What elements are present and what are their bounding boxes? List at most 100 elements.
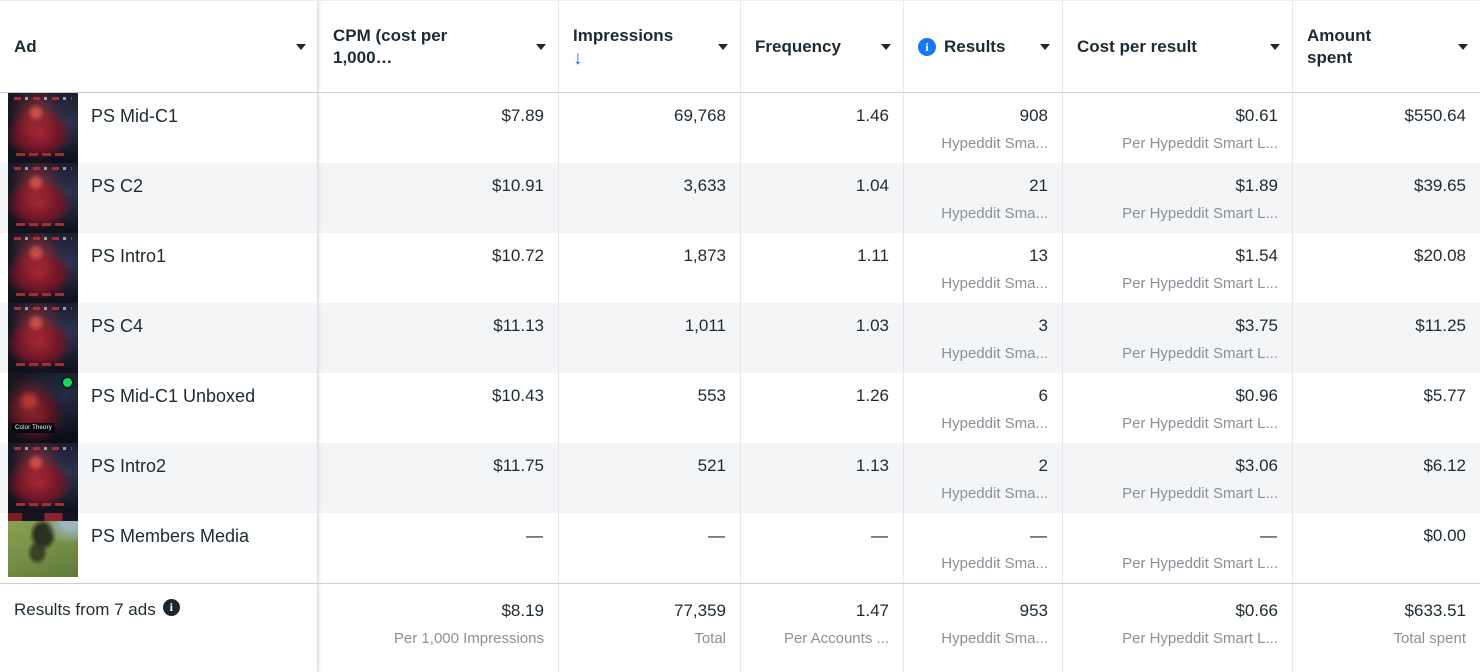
chevron-down-icon[interactable] xyxy=(1458,43,1468,50)
impressions-cell: 1,011 xyxy=(558,303,740,373)
chevron-down-icon[interactable] xyxy=(1270,43,1280,50)
frequency-value: 1.04 xyxy=(855,176,889,195)
table-row[interactable]: PS Intro2 $11.75 521 1.13 2 Hypeddit Sma.… xyxy=(0,443,1480,513)
impressions-total-cell: 77,359 Total xyxy=(558,584,740,672)
cpm-total-value: $8.19 xyxy=(501,601,544,620)
results-sub-label: Hypeddit Sma... xyxy=(941,275,1048,292)
spent-value: $11.25 xyxy=(1415,316,1466,335)
results-sub-label: Hypeddit Sma... xyxy=(941,485,1048,502)
results-value: 21 xyxy=(1029,176,1048,195)
ad-name[interactable]: PS Mid-C1 Unboxed xyxy=(91,386,256,406)
ad-thumbnail xyxy=(8,443,78,513)
amount-spent-cell: $0.00 xyxy=(1292,513,1480,583)
cost-value: — xyxy=(1260,526,1278,545)
ad-thumbnail xyxy=(8,303,78,373)
table-row[interactable]: PS C2 $10.91 3,633 1.04 21 Hypeddit Sma..… xyxy=(0,163,1480,233)
ad-cell: PS C2 xyxy=(0,163,318,233)
cpm-value: $7.89 xyxy=(501,106,544,125)
table-row[interactable]: PS Intro1 $10.72 1,873 1.11 13 Hypeddit S… xyxy=(0,233,1480,303)
chevron-down-icon[interactable] xyxy=(718,43,728,50)
results-value: 908 xyxy=(1019,106,1048,125)
column-header-cpm[interactable]: CPM (cost per 1,000… xyxy=(318,1,558,92)
spent-value: $6.12 xyxy=(1423,456,1466,475)
results-cell: 21 Hypeddit Sma... xyxy=(903,163,1062,233)
column-header-frequency[interactable]: Frequency xyxy=(740,1,903,92)
chevron-down-icon[interactable] xyxy=(1040,43,1050,50)
cost-per-result-cell: $1.89 Per Hypeddit Smart L... xyxy=(1062,163,1292,233)
impressions-cell: 521 xyxy=(558,443,740,513)
cost-total-cell: $0.66 Per Hypeddit Smart L... xyxy=(1062,584,1292,672)
cpm-cell: — xyxy=(318,513,558,583)
table-row[interactable]: PS Mid-C1 $7.89 69,768 1.46 908 Hypeddit … xyxy=(0,93,1480,163)
impressions-cell: 3,633 xyxy=(558,163,740,233)
results-value: — xyxy=(1030,526,1048,545)
ad-name[interactable]: PS Members Media xyxy=(91,526,250,546)
info-icon[interactable]: i xyxy=(918,37,936,56)
cpm-cell: $7.89 xyxy=(318,93,558,163)
amount-spent-cell: $11.25 xyxy=(1292,303,1480,373)
column-header-amount-spent[interactable]: Amount spent xyxy=(1292,1,1480,92)
table-row[interactable]: Color Theory PS Mid-C1 Unboxed $10.43 55… xyxy=(0,373,1480,443)
cost-value: $1.89 xyxy=(1235,176,1278,195)
column-header-cost-per-result[interactable]: Cost per result xyxy=(1062,1,1292,92)
frequency-value: 1.03 xyxy=(855,316,889,335)
cpm-cell: $10.43 xyxy=(318,373,558,443)
ad-thumbnail: Color Theory xyxy=(8,373,78,443)
frequency-cell: 1.03 xyxy=(740,303,903,373)
amount-spent-cell: $5.77 xyxy=(1292,373,1480,443)
spent-value: $39.65 xyxy=(1414,176,1466,195)
impressions-value: 1,873 xyxy=(683,246,726,265)
chevron-down-icon[interactable] xyxy=(296,43,306,50)
ad-name[interactable]: PS C2 xyxy=(91,176,144,196)
info-icon[interactable]: i xyxy=(162,599,180,616)
cpm-value: $11.13 xyxy=(493,316,544,335)
impressions-value: — xyxy=(708,526,726,545)
cpm-value: $10.91 xyxy=(492,176,544,195)
impressions-cell: — xyxy=(558,513,740,583)
column-label-frequency: Frequency xyxy=(755,36,841,56)
spent-total-sub: Total spent xyxy=(1393,630,1466,647)
frequency-total-cell: 1.47 Per Accounts ... xyxy=(740,584,903,672)
frequency-value: 1.11 xyxy=(857,246,889,265)
chevron-down-icon[interactable] xyxy=(881,43,891,50)
ad-name[interactable]: PS C4 xyxy=(91,316,144,336)
results-sub-label: Hypeddit Sma... xyxy=(941,345,1048,362)
amount-spent-cell: $20.08 xyxy=(1292,233,1480,303)
cost-sub-label: Per Hypeddit Smart L... xyxy=(1122,135,1278,152)
frequency-value: — xyxy=(871,526,889,545)
column-header-impressions[interactable]: Impressions ↓ xyxy=(558,1,740,92)
spent-value: $5.77 xyxy=(1423,386,1466,405)
frequency-cell: 1.04 xyxy=(740,163,903,233)
cpm-value: $10.72 xyxy=(492,246,544,265)
table-footer: Results from 7 ads i $8.19 Per 1,000 Imp… xyxy=(0,583,1480,672)
ad-thumbnail xyxy=(8,233,78,303)
column-header-ad[interactable]: Ad xyxy=(0,1,318,92)
spent-value: $20.08 xyxy=(1414,246,1466,265)
ad-name[interactable]: PS Intro1 xyxy=(91,246,167,266)
impressions-header-block: Impressions ↓ xyxy=(573,25,673,69)
table-row[interactable]: PS C4 $11.13 1,011 1.03 3 Hypeddit Sma...… xyxy=(0,303,1480,373)
results-value: 6 xyxy=(1038,386,1048,405)
spent-value: $550.64 xyxy=(1404,106,1466,125)
impressions-total-value: 77,359 xyxy=(674,601,726,620)
results-sub-label: Hypeddit Sma... xyxy=(941,415,1048,432)
amount-spent-cell: $39.65 xyxy=(1292,163,1480,233)
cost-total-sub: Per Hypeddit Smart L... xyxy=(1122,630,1278,647)
frequency-value: 1.46 xyxy=(855,106,889,125)
cost-value: $1.54 xyxy=(1235,246,1278,265)
column-header-results[interactable]: i Results xyxy=(903,1,1062,92)
cost-per-result-cell: $0.61 Per Hypeddit Smart L... xyxy=(1062,93,1292,163)
ad-name[interactable]: PS Mid-C1 xyxy=(91,106,179,126)
sort-descending-icon[interactable]: ↓ xyxy=(573,47,583,69)
cost-sub-label: Per Hypeddit Smart L... xyxy=(1122,345,1278,362)
column-label-amount-spent: Amount spent xyxy=(1307,25,1372,67)
ad-name[interactable]: PS Intro2 xyxy=(91,456,167,476)
table-row[interactable]: PS Members Media — — — — Hypeddit Sma... … xyxy=(0,513,1480,583)
cost-value: $0.96 xyxy=(1235,386,1278,405)
cost-per-result-cell: $0.96 Per Hypeddit Smart L... xyxy=(1062,373,1292,443)
cpm-total-sub: Per 1,000 Impressions xyxy=(393,630,544,647)
spent-value: $0.00 xyxy=(1423,526,1466,545)
frequency-cell: 1.26 xyxy=(740,373,903,443)
chevron-down-icon[interactable] xyxy=(536,43,546,50)
results-total-sub: Hypeddit Sma... xyxy=(941,630,1048,647)
